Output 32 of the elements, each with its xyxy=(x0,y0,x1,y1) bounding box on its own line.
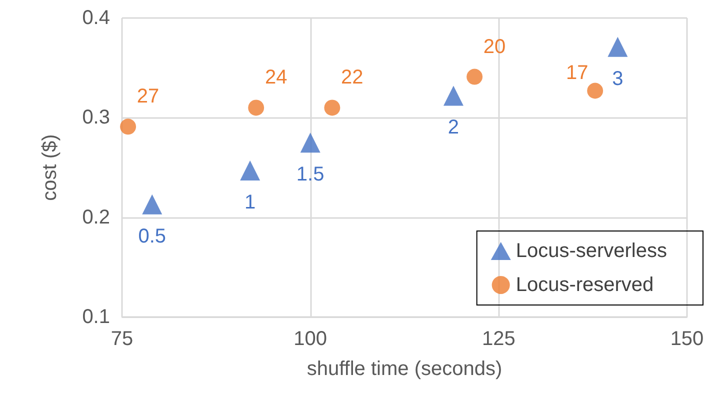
point xyxy=(324,100,340,116)
x-axis-title: shuffle time (seconds) xyxy=(306,358,502,380)
annotation: 1.5 xyxy=(296,164,324,186)
y-tick-label: 0.2 xyxy=(82,206,110,228)
annotation: 20 xyxy=(483,36,506,58)
y-axis-title: cost ($) xyxy=(39,134,61,201)
y-tick-label: 0.1 xyxy=(82,306,110,328)
point xyxy=(120,118,136,135)
annotation: 2 xyxy=(448,116,460,139)
y-tick-label: 0.3 xyxy=(82,106,110,129)
legend-label: Locus-reserved xyxy=(516,274,654,296)
point xyxy=(587,82,604,99)
point xyxy=(466,68,483,85)
annotation: 17 xyxy=(566,62,588,84)
annotation: 1 xyxy=(244,191,256,214)
point xyxy=(608,36,628,57)
annotation: 3 xyxy=(612,68,624,90)
annotation: 22 xyxy=(341,66,364,89)
point xyxy=(248,100,264,116)
y-tick-label: 0.4 xyxy=(82,7,110,29)
point xyxy=(142,194,162,214)
annotation: 27 xyxy=(136,86,160,108)
x-tick-label: 150 xyxy=(670,328,704,350)
point xyxy=(300,132,320,153)
annotation: 24 xyxy=(264,66,288,89)
x-tick-label: 125 xyxy=(482,328,516,350)
annotation: 0.5 xyxy=(138,225,166,248)
x-tick-label: 75 xyxy=(110,328,134,350)
x-tick-label: 100 xyxy=(294,328,328,350)
point xyxy=(443,86,464,106)
legend-label: Locus-serverless xyxy=(516,240,668,262)
point xyxy=(240,160,260,180)
